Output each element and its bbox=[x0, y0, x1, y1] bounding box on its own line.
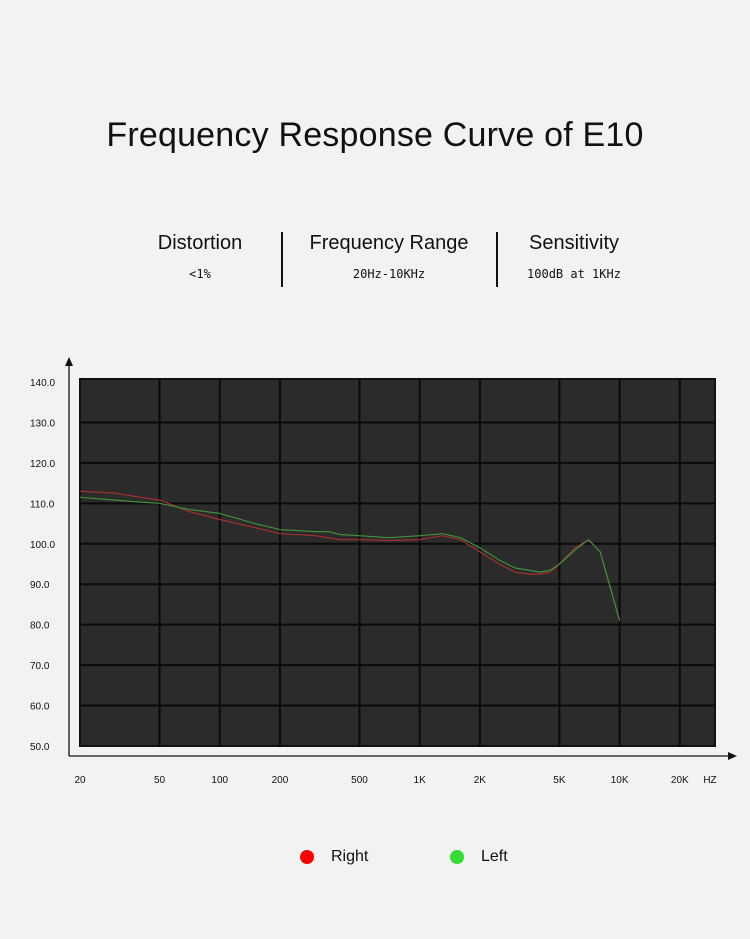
spec-sensitivity-value: 100dB at 1KHz bbox=[527, 267, 621, 281]
series-line-left bbox=[79, 496, 621, 621]
page-title: Frequency Response Curve of E10 bbox=[106, 116, 644, 154]
legend-right-label: Right bbox=[331, 848, 369, 865]
y-tick-label: 70.0 bbox=[30, 661, 50, 672]
spec-frequency-range: Frequency Range 20Hz-10KHz bbox=[293, 232, 485, 281]
x-tick-label: 50 bbox=[154, 775, 166, 786]
x-tick-label: 5K bbox=[553, 775, 566, 786]
spec-frequency-range-value: 20Hz-10KHz bbox=[352, 267, 426, 281]
y-tick-label: 90.0 bbox=[30, 580, 50, 591]
y-tick-label: 140.0 bbox=[30, 378, 55, 389]
x-tick-label: 1K bbox=[414, 775, 427, 786]
y-tick-label: 50.0 bbox=[30, 742, 50, 753]
spec-sensitivity-label: Sensitivity bbox=[528, 232, 620, 254]
x-tick-label: 20 bbox=[74, 775, 86, 786]
x-axis-arrow bbox=[728, 752, 737, 760]
y-tick-label: 80.0 bbox=[30, 621, 50, 632]
y-tick-label: 110.0 bbox=[30, 499, 55, 510]
chart-legend: Right Left bbox=[0, 848, 750, 872]
frequency-response-chart: 140.0 130.0 120.0 110.0 100.0 90.0 80.0 70.0 60.… bbox=[30, 357, 737, 786]
x-tick-label: 2K bbox=[474, 775, 487, 786]
x-tick-label: 500 bbox=[351, 775, 368, 786]
legend-left-label: Left bbox=[481, 848, 508, 865]
y-axis-arrow bbox=[65, 357, 73, 366]
spec-sensitivity: Sensitivity 100dB at 1KHz bbox=[505, 232, 643, 281]
legend-item-left: Left bbox=[450, 848, 508, 866]
spec-row: Distortion <1% Frequency Range 20Hz-10KH… bbox=[0, 0, 750, 300]
spec-distortion: Distortion <1% bbox=[140, 232, 260, 281]
spec-distortion-label: Distortion bbox=[157, 232, 243, 254]
x-tick-label: 100 bbox=[211, 775, 228, 786]
x-unit-label: HZ bbox=[703, 775, 716, 786]
legend-left-marker bbox=[450, 850, 464, 864]
y-tick-label: 130.0 bbox=[30, 418, 55, 429]
x-tick-label: 200 bbox=[272, 775, 289, 786]
x-tick-label: 10K bbox=[611, 775, 629, 786]
legend-item-right: Right bbox=[300, 848, 368, 866]
plot-area bbox=[79, 378, 716, 747]
spec-frequency-range-label: Frequency Range bbox=[309, 232, 469, 254]
y-tick-label: 120.0 bbox=[30, 459, 55, 470]
x-tick-label: 20K bbox=[671, 775, 689, 786]
legend-right-marker bbox=[300, 850, 314, 864]
spec-divider bbox=[496, 232, 498, 287]
y-tick-label: 60.0 bbox=[30, 702, 50, 713]
y-tick-label: 100.0 bbox=[30, 540, 55, 551]
spec-distortion-value: <1% bbox=[189, 267, 211, 281]
spec-divider bbox=[281, 232, 283, 287]
